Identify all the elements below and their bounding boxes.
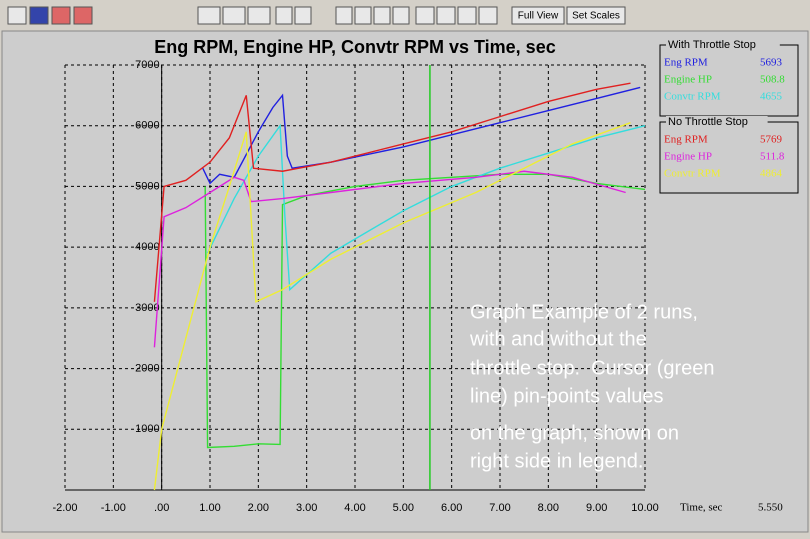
cursor-value: 5.550 [758,502,783,514]
y-tick-label: 1000 [135,423,159,435]
chart-title: Eng RPM, Engine HP, Convtr RPM vs Time, … [154,37,555,57]
legend-group-title: No Throttle Stop [668,116,748,128]
print-icon[interactable] [7,6,27,25]
series-line [153,122,631,491]
y-tick-label: 7000 [135,59,159,71]
button-label[interactable]: Set Scales [572,11,620,22]
zoom-button[interactable] [436,6,456,25]
x-tick-label: 1.00 [199,502,220,514]
y-tick-label: 6000 [135,120,159,132]
y-tick-label: 5000 [135,180,159,192]
x-tick-label: -1.00 [101,502,126,514]
series-line [202,86,641,185]
series-line [206,123,646,292]
legend-value: 5769 [760,134,783,146]
x-tick-label: 5.00 [393,502,414,514]
legend-title-bg [666,39,780,51]
chart-panel [1,30,809,533]
x-tick-label: 6.00 [441,502,462,514]
arrow-button[interactable] [373,6,391,25]
legend-title-bg [666,116,768,128]
x-tick-label: 2.00 [248,502,269,514]
x-tick-label: -2.00 [52,502,77,514]
graph-icon[interactable] [197,6,221,25]
annotation-line: line) pin-points values [470,385,663,407]
x-axis-label: Time, sec [680,502,722,514]
annotation: Graph Example of 2 runs, with and without… [469,301,715,472]
legend-value: 5693 [760,57,783,69]
arrow-button[interactable] [335,6,353,25]
zoom-button[interactable] [415,6,435,25]
annotation-line: with and without the [469,328,647,350]
tool-icon[interactable] [73,6,93,25]
y-tick-label: 3000 [135,302,159,314]
y-tick-label: 2000 [135,362,159,374]
legend-name: Engine HP [664,74,712,86]
legend-name: Convtr RPM [664,168,721,180]
y-tick-label: 4000 [135,241,159,253]
zoom-button[interactable] [478,6,498,25]
legend-name: Eng RPM [664,57,708,69]
x-tick-label: 8.00 [538,502,559,514]
button-label[interactable]: Full View [518,11,559,22]
full-view-button[interactable] [511,6,565,25]
x-tick-label: 10.00 [631,502,659,514]
arrow-button[interactable] [294,6,312,25]
legend-value: 508.8 [760,74,785,86]
x-tick-label: 9.00 [586,502,607,514]
legend-group-title: With Throttle Stop [668,39,756,51]
annotation-line: right side in legend. [470,450,643,472]
legend-name: Eng RPM [664,134,708,146]
annotation-line: on the graph, shown on [470,422,679,444]
arrow-button[interactable] [392,6,410,25]
annotation-line: Graph Example of 2 runs, [470,301,698,323]
x-tick-label: 7.00 [489,502,510,514]
set-scales-button[interactable] [566,6,626,25]
arrow-button[interactable] [354,6,372,25]
legend-name: Convtr RPM [664,91,721,103]
tool-icon[interactable] [51,6,71,25]
legend-value: 4655 [760,91,783,103]
graph-icon[interactable] [222,6,246,25]
x-tick-label: 3.00 [296,502,317,514]
toolbar-icons [7,6,626,25]
save-icon[interactable] [29,6,49,25]
series-line [204,173,646,449]
legend-value: 511.8 [760,151,785,163]
legend-value: 4864 [760,168,783,180]
arrow-button[interactable] [275,6,293,25]
graph-icon[interactable] [247,6,271,25]
annotation-line: throttle stop. Cursor (green [470,357,715,379]
x-tick-label: 4.00 [344,502,365,514]
legend-name: Engine HP [664,151,712,163]
legend: With Throttle Stop Eng RPM 5693 Engine HP 50… [659,39,799,194]
x-tick-label: .00 [154,502,169,514]
zoom-button[interactable] [457,6,477,25]
series-line [153,82,631,302]
plot: -2.00 -1.00 .00 1.00 2.00 3.00 4.00 5.00 6.00 7.0… [52,59,658,514]
